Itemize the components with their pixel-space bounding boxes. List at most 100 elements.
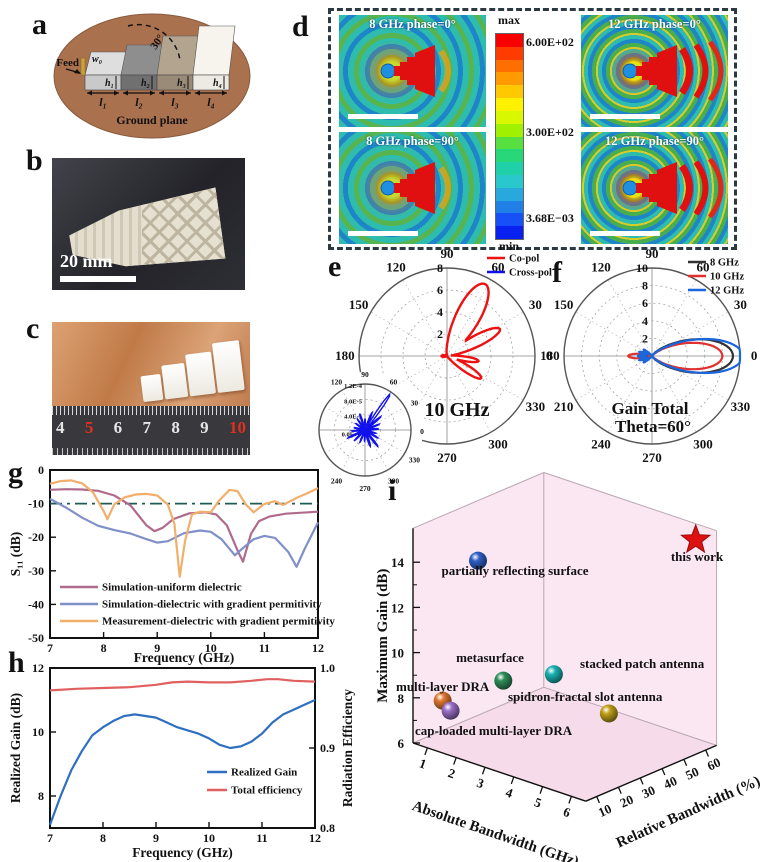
ruler-number: 10 <box>228 418 246 437</box>
legend-label: Simulation-dielectric with gradient perm… <box>102 599 322 611</box>
rel-tick <box>683 759 688 767</box>
polar-spoke <box>402 279 448 357</box>
angle-label: 0 <box>751 348 758 363</box>
polar-spoke <box>341 390 366 431</box>
radial-tick-label: 2 <box>642 331 648 345</box>
colorbar-segment <box>496 34 523 47</box>
x-axis-label: Frequency (GHz) <box>132 845 233 860</box>
colorbar-segment <box>496 174 523 188</box>
angle-label: 120 <box>591 260 611 275</box>
horn-seg <box>636 183 643 193</box>
angle-label: 330 <box>409 456 421 465</box>
polar-grid-circle <box>318 383 412 477</box>
field-map-12ghz-90: 12 GHz phase=90° <box>581 132 728 244</box>
angle-label: 180 <box>335 348 355 363</box>
abs-tick <box>568 796 573 804</box>
x-tick-label: 12 <box>312 641 324 655</box>
radial-tick-label: 6 <box>642 296 648 310</box>
block-top-2 <box>120 44 164 76</box>
abs-axis-title: Absolute Bandwidth (GHz) <box>410 798 581 862</box>
angle-label: 150 <box>349 297 369 312</box>
scale-bar <box>60 276 136 282</box>
polar-spoke <box>651 355 729 401</box>
ruler: 4 5 6 7 8 9 10 <box>52 406 250 455</box>
rel-tick-label: 50 <box>683 764 701 783</box>
polar-series-Cross-pol <box>346 392 391 449</box>
ruler-number: 6 <box>113 418 123 437</box>
horn-feed-sphere <box>380 180 396 196</box>
x-tick-label: 9 <box>154 641 160 655</box>
point-sphere <box>544 665 563 684</box>
abs-tick-label: 4 <box>504 785 516 801</box>
ruler-ticks-bottom <box>52 448 250 455</box>
angle-label: 0 <box>420 427 424 436</box>
wave-arc <box>693 43 709 99</box>
horn-seg <box>636 66 643 76</box>
panel-e-letter: e <box>328 250 342 283</box>
field-map-12ghz-0: 12 GHz phase=0° <box>581 15 728 127</box>
radial-tick-label: 1.2E-4 <box>344 383 363 390</box>
angle-label: 270 <box>437 450 457 465</box>
colorbar-segment <box>496 200 523 214</box>
floor <box>413 687 717 802</box>
block-front-2 <box>120 74 158 91</box>
ground-plane-label: Ground plane <box>116 113 188 127</box>
polar-f: 2468100306090120150180210240270300330Gai… <box>540 246 757 465</box>
gain-tick-label: 10 <box>391 646 404 661</box>
colorbar-segment <box>496 123 523 137</box>
abs-tick-label: 2 <box>446 765 457 781</box>
angle-label: 90 <box>361 370 369 379</box>
scale-bar-label: 20 mm <box>60 251 113 271</box>
angle-label: 60 <box>697 260 710 275</box>
panel-b-letter: b <box>26 144 43 177</box>
angle-label: 120 <box>331 378 343 387</box>
panel-i-letter: i <box>388 474 397 507</box>
angle-arc <box>127 23 181 61</box>
polar-spoke <box>607 279 653 357</box>
gain-tick-label: 8 <box>398 691 405 706</box>
y-axis-label: Realized Gain (dB) <box>8 693 23 803</box>
x-tick-label: 10 <box>205 641 217 655</box>
polar-series-Co-pol <box>440 282 502 380</box>
angle-label: 240 <box>331 476 343 485</box>
abs-axis <box>412 742 587 802</box>
angle-label: 270 <box>642 450 662 465</box>
point-label: partially reflecting surface <box>441 563 588 578</box>
edge <box>543 472 717 532</box>
angle-label: 0 <box>546 348 553 363</box>
horn-seg <box>649 174 658 202</box>
horn-seg <box>407 174 416 202</box>
x-tick-label: 12 <box>309 831 321 845</box>
panel-f-letter: f <box>552 256 562 289</box>
abs-tick <box>539 786 544 794</box>
height-label: h₃ <box>177 78 186 89</box>
legend-label: Total efficiency <box>231 785 303 797</box>
polar-grid-circle <box>349 414 381 446</box>
colorbar-min-label: min <box>498 239 519 253</box>
step-3 <box>185 351 216 397</box>
horn-seg <box>407 57 416 85</box>
field-scale-bar <box>348 114 418 119</box>
horn-feed-sphere <box>380 63 396 79</box>
arrowhead <box>195 90 200 96</box>
edge <box>412 686 544 744</box>
series-Measurement-dielectric with gradient permitivity <box>49 479 319 578</box>
radial-tick-label: 10 <box>636 261 648 275</box>
y-tick-label: -50 <box>28 631 44 645</box>
gain-tick-label: 12 <box>391 600 404 615</box>
plot-frame <box>49 469 319 639</box>
polar-series-10 GHz <box>626 341 724 371</box>
wave-arc <box>438 166 451 210</box>
angle-label: 330 <box>526 399 546 414</box>
radial-tick-label: 4 <box>642 314 648 328</box>
point-sphere <box>599 704 618 723</box>
angle-label: 30° <box>148 33 167 53</box>
x-tick-label: 9 <box>153 831 159 845</box>
horn-seg <box>394 183 401 193</box>
angle-label: 300 <box>693 436 713 451</box>
field-scale-bar <box>590 114 660 119</box>
y-tick-label: 8 <box>38 789 44 803</box>
polar-spoke <box>651 355 697 433</box>
